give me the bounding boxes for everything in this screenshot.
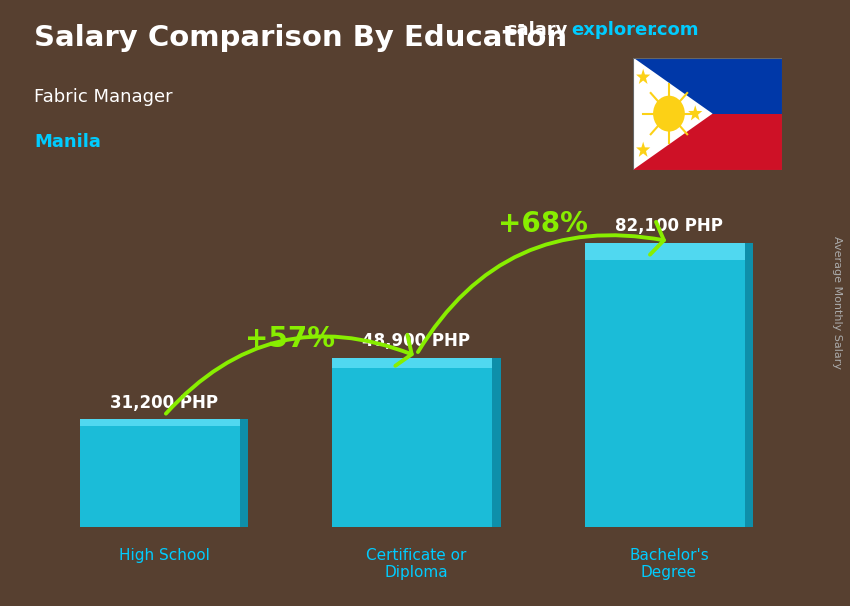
Polygon shape — [636, 142, 650, 157]
Bar — [633, 58, 782, 114]
Polygon shape — [688, 105, 702, 121]
Polygon shape — [636, 68, 650, 84]
Circle shape — [661, 105, 677, 122]
Text: explorer: explorer — [571, 21, 656, 39]
Text: 48,900 PHP: 48,900 PHP — [362, 332, 471, 350]
Bar — [633, 114, 782, 170]
Bar — [240, 419, 248, 527]
Text: salary: salary — [506, 21, 567, 39]
Text: 82,100 PHP: 82,100 PHP — [615, 218, 722, 235]
Text: Salary Comparison By Education: Salary Comparison By Education — [34, 24, 567, 52]
Bar — [80, 419, 248, 527]
Text: Average Monthly Salary: Average Monthly Salary — [832, 236, 842, 370]
Text: +68%: +68% — [498, 210, 587, 238]
Text: Fabric Manager: Fabric Manager — [34, 88, 173, 106]
Bar — [332, 358, 501, 527]
Bar — [80, 419, 248, 425]
Text: High School: High School — [119, 548, 209, 563]
Bar — [745, 243, 753, 527]
Bar — [585, 243, 753, 260]
Text: +57%: +57% — [246, 325, 335, 353]
FancyArrowPatch shape — [418, 222, 664, 352]
Text: Bachelor's
Degree: Bachelor's Degree — [629, 548, 709, 581]
Text: Certificate or
Diploma: Certificate or Diploma — [366, 548, 467, 581]
Bar — [492, 358, 501, 527]
Text: .com: .com — [650, 21, 699, 39]
Bar — [585, 243, 753, 527]
Polygon shape — [633, 58, 712, 170]
FancyArrowPatch shape — [166, 335, 411, 414]
Bar — [332, 358, 501, 368]
Text: 31,200 PHP: 31,200 PHP — [110, 393, 218, 411]
Text: Manila: Manila — [34, 133, 101, 152]
Circle shape — [653, 96, 685, 132]
